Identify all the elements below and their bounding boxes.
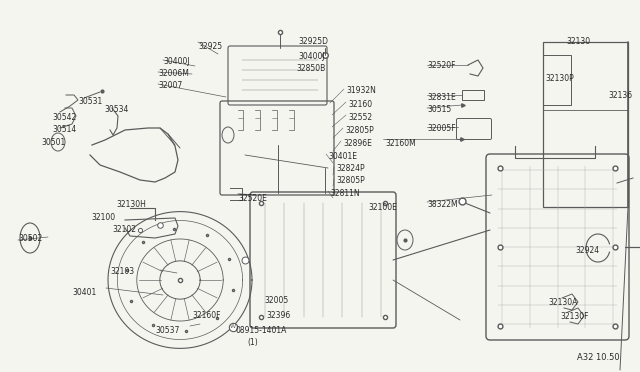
Text: 30400J: 30400J	[163, 57, 189, 66]
Text: 32130A: 32130A	[548, 298, 577, 307]
Bar	[543, 42, 628, 207]
Text: 32924: 32924	[575, 246, 599, 255]
Text: W: W	[230, 324, 236, 330]
Text: 32811N: 32811N	[330, 189, 360, 198]
Text: 32102: 32102	[112, 225, 136, 234]
Text: (1): (1)	[247, 338, 258, 347]
Text: 32160: 32160	[348, 100, 372, 109]
Text: 32824P: 32824P	[336, 164, 365, 173]
Text: 30542: 30542	[52, 113, 76, 122]
Text: 32130F: 32130F	[560, 312, 589, 321]
Text: 32160M: 32160M	[385, 139, 416, 148]
Text: 38322M: 38322M	[427, 200, 458, 209]
Text: 32100E: 32100E	[368, 203, 397, 212]
Text: 30501: 30501	[41, 138, 65, 147]
Text: 32396: 32396	[266, 311, 291, 320]
Text: 32136: 32136	[608, 91, 632, 100]
Text: 32520F: 32520F	[427, 61, 456, 70]
Text: 30515: 30515	[427, 105, 451, 114]
Text: 32552: 32552	[348, 113, 372, 122]
Text: 32006M: 32006M	[158, 69, 189, 78]
Text: 32805P: 32805P	[336, 176, 365, 185]
Text: A32 10.50: A32 10.50	[577, 353, 620, 362]
Text: 30401E: 30401E	[328, 152, 357, 161]
Text: 30531: 30531	[78, 97, 102, 106]
Bar	[462, 90, 484, 100]
Text: 32130P: 32130P	[545, 74, 573, 83]
Text: 32160F: 32160F	[192, 311, 221, 320]
Text: 32130H: 32130H	[116, 200, 146, 209]
Text: 30514: 30514	[52, 125, 76, 134]
Text: 32103: 32103	[110, 267, 134, 276]
Text: 32005: 32005	[264, 296, 288, 305]
Text: 30400J: 30400J	[298, 52, 324, 61]
Text: 32896E: 32896E	[343, 139, 372, 148]
Text: 32925D: 32925D	[298, 37, 328, 46]
Text: 31932N: 31932N	[346, 86, 376, 95]
Text: 32520E: 32520E	[238, 194, 267, 203]
Text: 32130: 32130	[566, 37, 590, 46]
Text: 32100: 32100	[91, 213, 115, 222]
Text: 32007: 32007	[158, 81, 182, 90]
Text: 30537: 30537	[155, 326, 179, 335]
Text: 30502: 30502	[18, 234, 42, 243]
Text: 32925: 32925	[198, 42, 222, 51]
Text: 32831E: 32831E	[427, 93, 456, 102]
Bar	[543, 55, 571, 105]
Text: 30401: 30401	[72, 288, 96, 297]
Text: 08915-1401A: 08915-1401A	[235, 326, 286, 335]
Text: 32005F: 32005F	[427, 124, 456, 133]
Text: 32850B: 32850B	[296, 64, 325, 73]
Text: 32805P: 32805P	[345, 126, 374, 135]
Text: 30534: 30534	[104, 105, 129, 114]
